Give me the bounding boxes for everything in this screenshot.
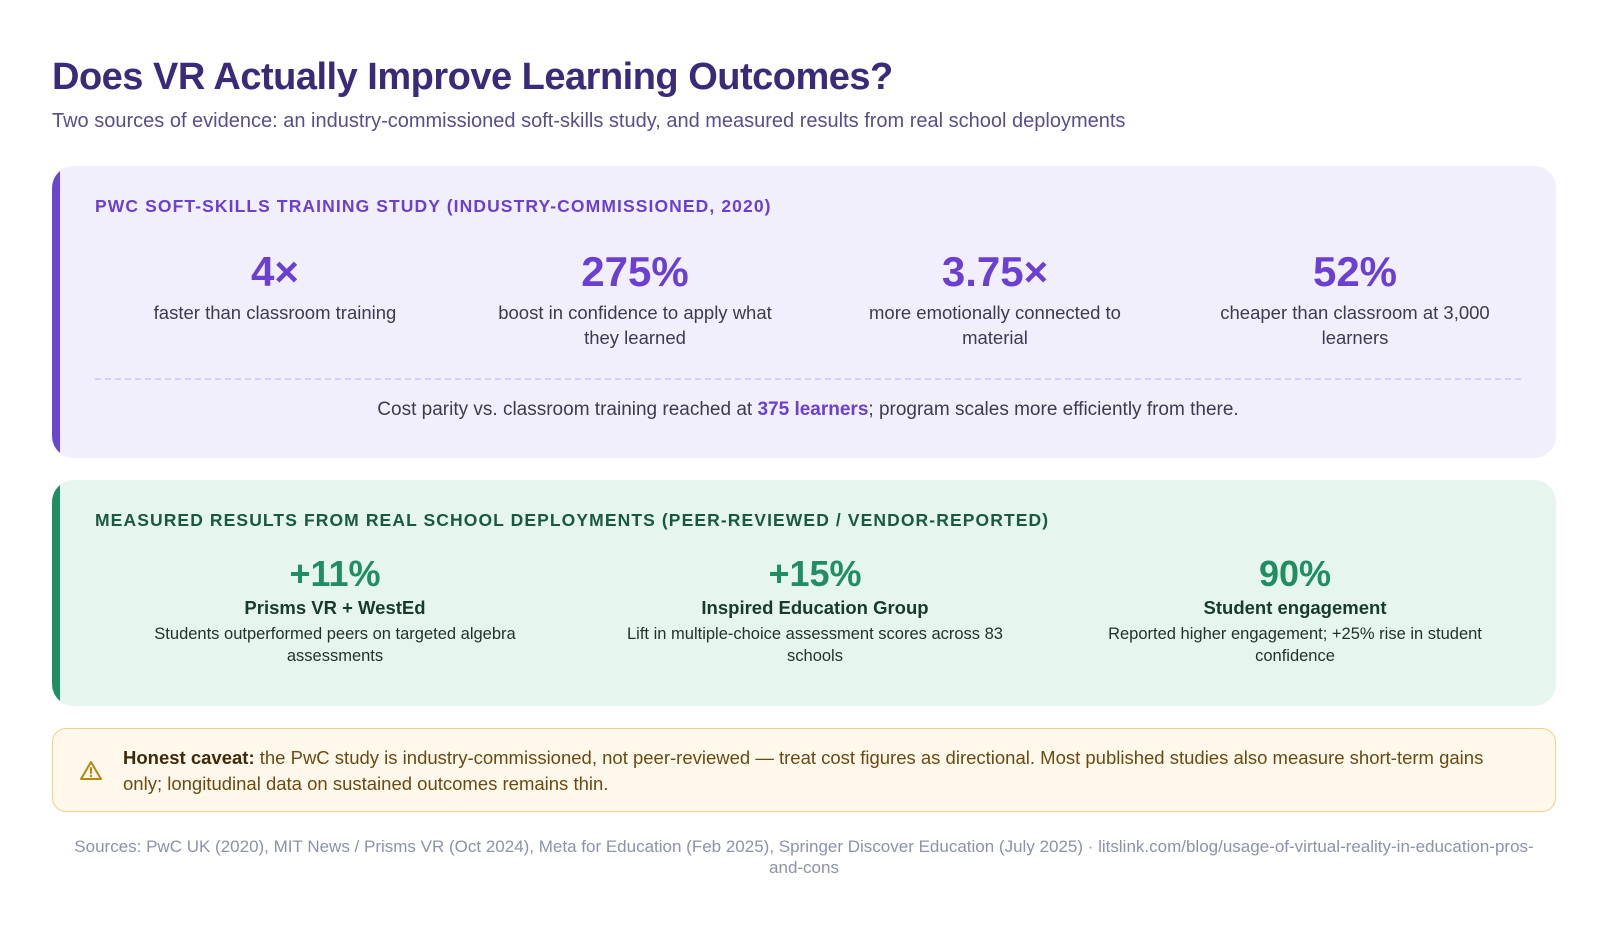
page-subtitle: Two sources of evidence: an industry-com… xyxy=(52,110,1126,132)
pwc-stat: 3.75× more emotionally connected to mate… xyxy=(815,246,1175,350)
pwc-stat-value: 3.75× xyxy=(941,248,1049,295)
cost-parity-text-end: ; program scales more efficiently from t… xyxy=(868,399,1239,420)
deploy-stat: 90% Student engagement Reported higher e… xyxy=(1055,552,1535,667)
pwc-stat-value: 275% xyxy=(581,248,689,295)
deploy-stats: +11% Prisms VR + WestEd Students outperf… xyxy=(95,552,1535,667)
caveat-box: Honest caveat: the PwC study is industry… xyxy=(52,728,1556,812)
deploy-section-title: MEASURED RESULTS FROM REAL SCHOOL DEPLOY… xyxy=(95,510,1050,530)
pwc-stat-value: 52% xyxy=(1312,248,1398,295)
page: Does VR Actually Improve Learning Outcom… xyxy=(52,54,1556,878)
cost-parity-highlight: 375 learners xyxy=(757,399,869,420)
deploy-stat-name: Student engagement xyxy=(1203,597,1387,618)
deploy-stat-value: +11% xyxy=(289,553,381,594)
caveat-body: the PwC study is industry-commissioned, … xyxy=(123,747,1484,794)
pwc-section-title: PWC SOFT-SKILLS TRAINING STUDY (INDUSTRY… xyxy=(95,196,772,216)
pwc-stat: 4× faster than classroom training xyxy=(95,246,455,350)
deploy-stat-desc: Students outperformed peers on targeted … xyxy=(154,625,516,665)
deploy-stat-value: +15% xyxy=(768,553,862,594)
pwc-stat-label: more emotionally connected to material xyxy=(869,302,1121,348)
pwc-stat: 52% cheaper than classroom at 3,000 lear… xyxy=(1175,246,1535,350)
cost-parity-note: Cost parity vs. classroom training reach… xyxy=(95,397,1521,423)
sources-footer: Sources: PwC UK (2020), MIT News / Prism… xyxy=(74,837,1534,877)
caveat-lead: Honest caveat: xyxy=(123,747,255,768)
pwc-stat-label: cheaper than classroom at 3,000 learners xyxy=(1220,302,1490,348)
pwc-stat-value: 4× xyxy=(251,248,299,295)
cost-parity-text: Cost parity vs. classroom training reach… xyxy=(377,399,758,420)
caveat-text: Honest caveat: the PwC study is industry… xyxy=(123,745,1515,797)
pwc-stat-label: faster than classroom training xyxy=(153,302,397,323)
deployment-results-card: MEASURED RESULTS FROM REAL SCHOOL DEPLOY… xyxy=(52,480,1556,706)
deploy-stat: +15% Inspired Education Group Lift in mu… xyxy=(575,552,1055,667)
warning-icon xyxy=(80,761,102,780)
deploy-accent-bar xyxy=(52,480,60,706)
pwc-accent-bar xyxy=(52,166,60,458)
pwc-stat: 275% boost in confidence to apply what t… xyxy=(455,246,815,350)
pwc-study-card: PWC SOFT-SKILLS TRAINING STUDY (INDUSTRY… xyxy=(52,166,1556,458)
deploy-stat: +11% Prisms VR + WestEd Students outperf… xyxy=(95,552,575,667)
dashed-divider xyxy=(95,378,1521,380)
pwc-stat-label: boost in confidence to apply what they l… xyxy=(498,302,772,348)
deploy-stat-name: Inspired Education Group xyxy=(701,597,929,618)
deploy-stat-desc: Reported higher engagement; +25% rise in… xyxy=(1108,625,1482,665)
page-title: Does VR Actually Improve Learning Outcom… xyxy=(52,56,893,98)
deploy-stat-desc: Lift in multiple-choice assessment score… xyxy=(627,625,1003,665)
pwc-stats: 4× faster than classroom training 275% b… xyxy=(95,246,1535,350)
deploy-stat-value: 90% xyxy=(1258,553,1332,594)
deploy-stat-name: Prisms VR + WestEd xyxy=(244,597,426,618)
